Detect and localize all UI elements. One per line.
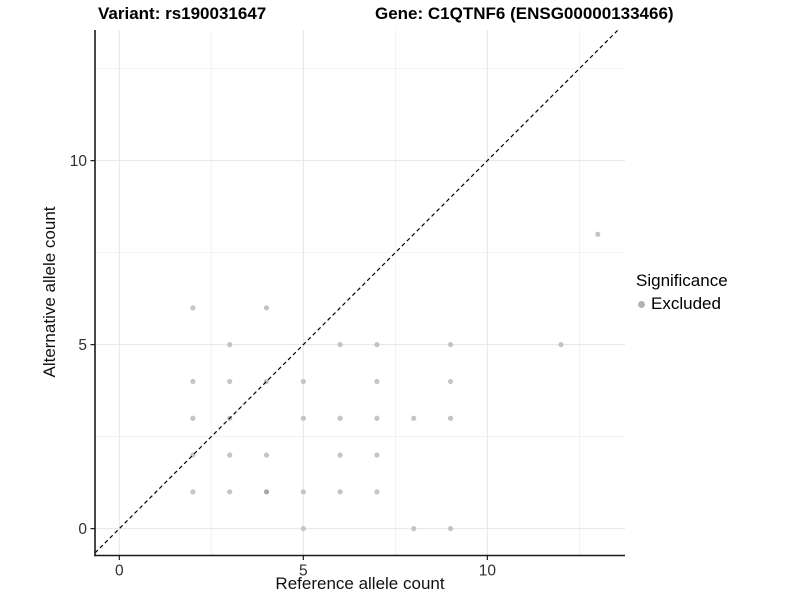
identity-line bbox=[94, 29, 619, 554]
data-point bbox=[227, 489, 233, 495]
data-point bbox=[374, 489, 380, 495]
data-point bbox=[447, 342, 454, 348]
data-point bbox=[337, 489, 343, 495]
data-point bbox=[190, 378, 196, 385]
data-point bbox=[337, 342, 343, 348]
data-point bbox=[190, 415, 196, 421]
data-point bbox=[558, 342, 564, 348]
legend-point-icon bbox=[638, 300, 645, 308]
data-point bbox=[411, 526, 417, 532]
y-tick-label: 0 bbox=[78, 521, 87, 538]
plot-title-variant: Variant: rs190031647 bbox=[98, 4, 267, 23]
data-point bbox=[190, 305, 196, 311]
data-point bbox=[300, 526, 306, 532]
data-point bbox=[227, 452, 233, 458]
data-point bbox=[190, 489, 196, 495]
data-point bbox=[337, 452, 343, 458]
x-axis-title: Reference allele count bbox=[275, 574, 445, 593]
x-tick-label: 0 bbox=[115, 563, 124, 580]
plot-title-gene: Gene: C1QTNF6 (ENSG00000133466) bbox=[375, 4, 674, 23]
legend: Significance Excluded bbox=[636, 271, 728, 314]
data-point bbox=[263, 452, 270, 458]
data-point bbox=[300, 489, 306, 495]
y-axis-title: Alternative allele count bbox=[40, 206, 59, 378]
data-point bbox=[337, 415, 343, 421]
data-point bbox=[300, 378, 306, 385]
data-point bbox=[227, 342, 233, 348]
legend-item-label: Excluded bbox=[651, 294, 721, 313]
legend-title: Significance bbox=[636, 271, 728, 290]
data-point bbox=[300, 415, 306, 421]
x-tick-label: 5 bbox=[299, 563, 308, 580]
data-point bbox=[411, 415, 417, 421]
legend-item-excluded: Excluded bbox=[636, 294, 728, 314]
data-point bbox=[374, 378, 380, 385]
data-point bbox=[595, 231, 601, 237]
y-tick-label: 5 bbox=[78, 337, 87, 354]
data-point bbox=[447, 526, 454, 532]
data-point bbox=[447, 378, 454, 385]
data-point bbox=[374, 342, 380, 348]
data-point bbox=[374, 415, 380, 421]
x-tick-label: 10 bbox=[479, 563, 497, 580]
data-point bbox=[227, 378, 233, 385]
data-point bbox=[263, 305, 270, 311]
y-tick-label: 10 bbox=[70, 153, 88, 170]
data-point bbox=[263, 489, 270, 495]
data-point bbox=[374, 452, 380, 458]
data-point bbox=[447, 415, 454, 421]
